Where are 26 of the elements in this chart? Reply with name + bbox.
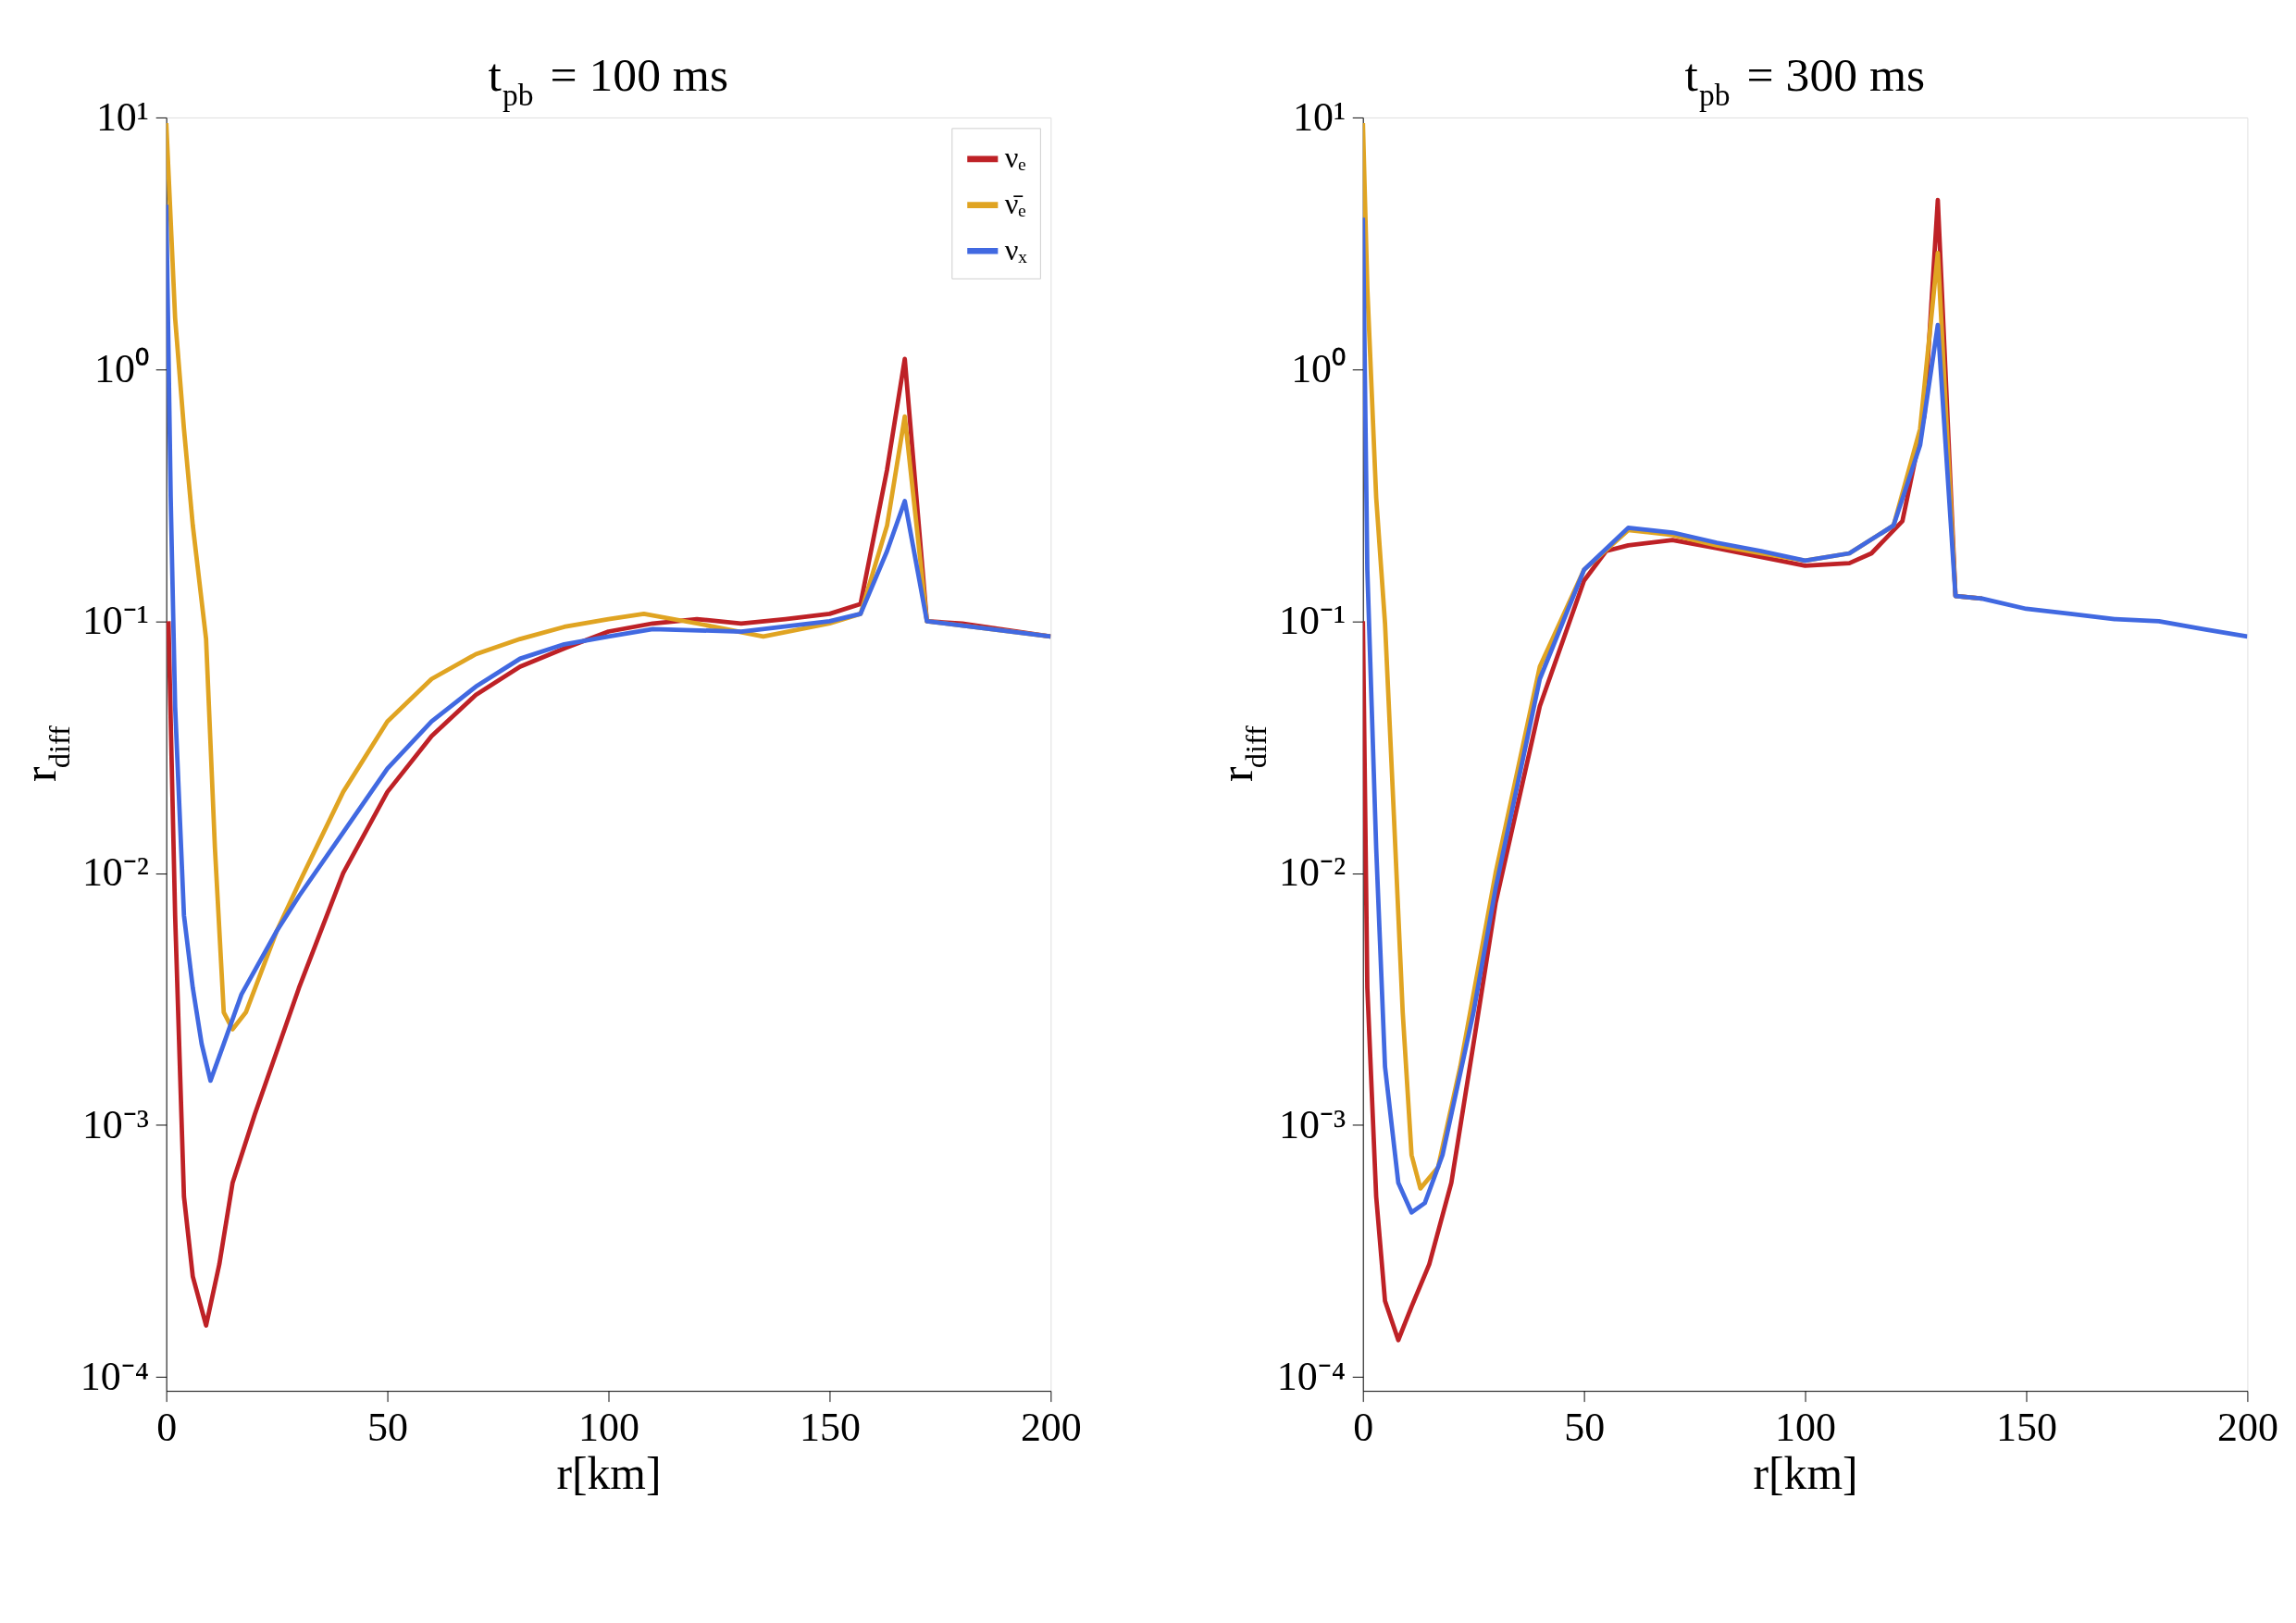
y-tick-label: 10¹: [95, 93, 150, 140]
x-tick-label: 0: [156, 1405, 178, 1451]
x-tick-label: 200: [2216, 1405, 2278, 1451]
x-tick-label: 50: [367, 1405, 409, 1451]
y-tick-label: 10⁻¹: [1278, 598, 1347, 644]
y-tick-label: 10⁻³: [1278, 1101, 1347, 1147]
y-tick-label: 10⁰: [1291, 346, 1347, 392]
y-tick-label: 10⁻⁴: [1276, 1353, 1347, 1399]
legend-label: νₑ: [1004, 141, 1026, 175]
y-tick-label: 10⁻¹: [81, 598, 150, 644]
y-axis-title: rdiff: [1211, 725, 1273, 783]
legend-label: νₓ: [1004, 232, 1028, 266]
y-tick-label: 10⁻³: [81, 1101, 150, 1147]
y-tick-label: 10⁻²: [81, 849, 150, 896]
line-series: [1362, 215, 2248, 1215]
x-tick-label: 0: [1353, 1405, 1374, 1451]
y-axis-title: rdiff: [15, 725, 77, 783]
y-tick-label: 10¹: [1292, 93, 1347, 140]
x-tick-label: 150: [1996, 1405, 2057, 1451]
y-tick-label: 10⁻²: [1278, 849, 1347, 896]
y-tick-label: 10⁻⁴: [80, 1353, 150, 1399]
x-tick-label: 200: [1020, 1405, 1082, 1451]
y-tick-label: 10⁰: [94, 346, 150, 392]
x-tick-label: 150: [799, 1405, 861, 1451]
x-tick-label: 50: [1564, 1405, 1606, 1451]
legend-label: ν̄ₑ: [1004, 187, 1026, 221]
